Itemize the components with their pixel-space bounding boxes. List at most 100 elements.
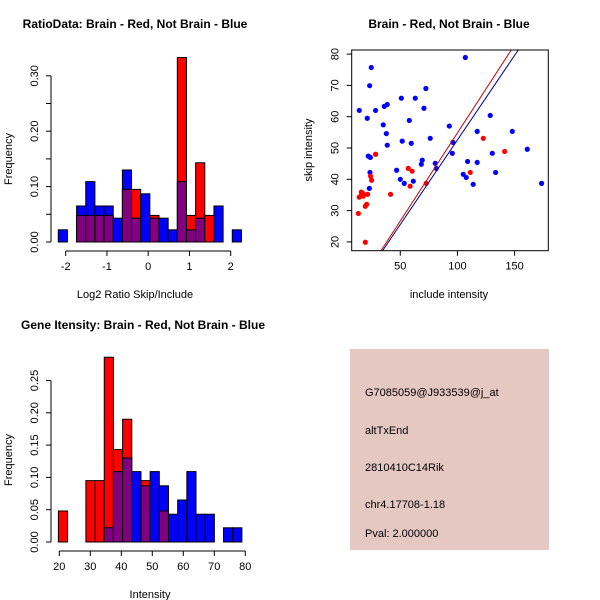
- plot-box: [351, 49, 549, 252]
- bar-overlap: [103, 527, 114, 543]
- bar-not-brain: [231, 229, 242, 243]
- y-tick-label: 20: [330, 236, 342, 248]
- point-not-brain: [470, 181, 476, 187]
- y-tick-label: 70: [330, 79, 342, 91]
- point-not-brain: [446, 123, 452, 129]
- point-not-brain: [410, 178, 416, 184]
- bar-overlap: [131, 217, 142, 243]
- bar-not-brain: [167, 513, 179, 543]
- point-not-brain: [474, 159, 480, 166]
- x-tick-label: 150: [505, 261, 523, 273]
- y-axis-label: skip intensity: [303, 118, 315, 181]
- point-not-brain: [408, 140, 414, 146]
- bar-brain: [94, 480, 105, 543]
- regression-line: [381, 50, 519, 251]
- point-brain: [372, 151, 379, 157]
- y-tick-label: 0.10: [29, 467, 41, 488]
- point-not-brain: [367, 154, 373, 160]
- point-not-brain: [364, 115, 370, 121]
- x-tick-label: 100: [448, 261, 466, 273]
- point-brain: [405, 165, 411, 171]
- point-brain: [364, 191, 371, 197]
- x-tick-label: 60: [177, 561, 189, 573]
- bar-overlap: [121, 188, 133, 243]
- gene-name: 2810410C14Rik: [365, 462, 444, 474]
- bar-overlap: [176, 181, 187, 243]
- x-tick-label: 50: [146, 561, 158, 573]
- bar-not-brain: [232, 527, 243, 543]
- bar-overlap: [76, 214, 87, 243]
- point-not-brain: [538, 180, 545, 186]
- point-not-brain: [366, 185, 372, 191]
- point-not-brain: [463, 174, 469, 181]
- bar-overlap: [195, 217, 206, 243]
- genomic-location: chr4.17708-1.18: [365, 499, 445, 511]
- bar-not-brain: [213, 205, 224, 243]
- bar-overlap: [140, 485, 151, 543]
- x-tick-label: 70: [208, 561, 220, 573]
- point-brain: [364, 201, 370, 207]
- y-tick-label: 60: [330, 111, 342, 123]
- y-axis-label: Frequency: [3, 133, 15, 185]
- x-axis-label: Log2 Ratio Skip/Include: [77, 289, 193, 301]
- y-tick-label: 0.00: [29, 231, 41, 252]
- point-not-brain: [419, 157, 425, 163]
- panel-intensity-scatter: Brain - Red, Not Brain - Blue include in…: [303, 17, 549, 301]
- probe-id: G7085059@J933539@j_at: [365, 387, 499, 399]
- point-brain: [502, 148, 508, 155]
- chart-title: Brain - Red, Not Brain - Blue: [368, 17, 530, 31]
- y-tick-label: 0.25: [29, 370, 41, 391]
- x-tick-label: -2: [61, 261, 71, 273]
- bar-not-brain: [223, 527, 234, 543]
- x-axis-label: include intensity: [410, 289, 489, 301]
- bar-not-brain: [177, 499, 188, 543]
- point-not-brain: [394, 167, 400, 173]
- point-not-brain: [412, 95, 418, 101]
- x-tick-label: -1: [102, 261, 112, 273]
- event-type: altTxEnd: [365, 425, 408, 437]
- y-tick-label: 0.00: [29, 531, 41, 552]
- point-brain: [368, 177, 375, 183]
- x-tick-label: 20: [53, 561, 65, 573]
- y-axis-label: Frequency: [3, 434, 15, 486]
- bar-brain: [204, 214, 215, 243]
- bar-brain: [57, 510, 69, 543]
- point-not-brain: [465, 158, 471, 165]
- point-brain: [355, 210, 361, 217]
- point-not-brain: [493, 169, 499, 176]
- bar-not-brain: [195, 513, 206, 543]
- point-not-brain: [397, 176, 403, 182]
- y-tick-label: 0.05: [29, 499, 41, 520]
- chart-title: RatioData: Brain - Red, Not Brain - Blue: [23, 17, 248, 31]
- y-tick-label: 0.15: [29, 434, 41, 455]
- x-tick-label: 1: [186, 261, 192, 273]
- point-not-brain: [368, 64, 374, 71]
- x-tick-label: 40: [115, 561, 127, 573]
- x-tick-label: 50: [394, 261, 406, 273]
- panel-gene-intensity-histogram: Gene Itensity: Brain - Red, Not Brain - …: [3, 318, 265, 600]
- bar-overlap: [112, 471, 124, 543]
- x-tick-label: 80: [239, 561, 251, 573]
- info-background: [350, 349, 549, 550]
- bar-not-brain: [158, 217, 169, 243]
- bar-not-brain: [186, 471, 197, 543]
- point-not-brain: [489, 150, 495, 156]
- x-tick-label: 0: [145, 261, 151, 273]
- point-not-brain: [383, 130, 389, 137]
- x-tick-label: 2: [228, 261, 234, 273]
- bar-not-brain: [140, 193, 151, 243]
- point-brain: [387, 191, 394, 197]
- bar-overlap: [94, 214, 105, 243]
- point-brain: [409, 168, 415, 174]
- y-tick-label: 50: [330, 142, 342, 154]
- point-brain: [407, 183, 413, 189]
- y-tick-label: 0.20: [29, 402, 41, 423]
- y-tick-label: 80: [330, 48, 342, 60]
- info-panel: G7085059@J933539@j_at altTxEnd 2810410C1…: [350, 349, 549, 550]
- point-not-brain: [449, 150, 455, 156]
- point-not-brain: [474, 128, 480, 135]
- bar-not-brain: [149, 471, 160, 543]
- bar-not-brain: [204, 513, 215, 543]
- point-not-brain: [380, 122, 386, 128]
- point-brain: [362, 239, 368, 245]
